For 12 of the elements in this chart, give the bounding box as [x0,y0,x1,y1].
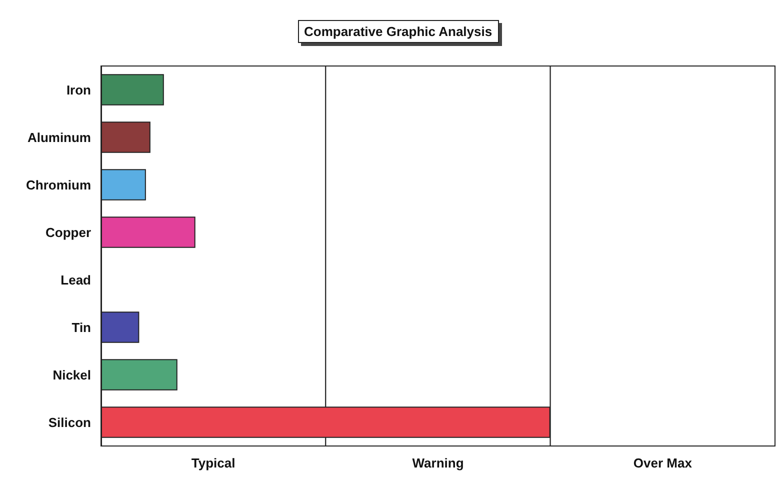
y-tick-label: Chromium [26,177,91,192]
y-tick-label: Aluminum [27,130,91,145]
y-tick-label: Nickel [52,367,91,382]
band-label: Typical [191,456,236,470]
y-tick-label: Lead [60,272,92,288]
y-tick-label: Silicon [48,414,92,430]
y-tick-label: Iron [66,82,92,98]
y-tick-label: Copper [46,224,91,240]
band-label: Warning [412,456,464,470]
chart-title: Comparative Graphic Analysis [304,24,492,39]
band-label: Over Max [633,456,693,470]
y-tick-label: Tin [72,320,92,335]
